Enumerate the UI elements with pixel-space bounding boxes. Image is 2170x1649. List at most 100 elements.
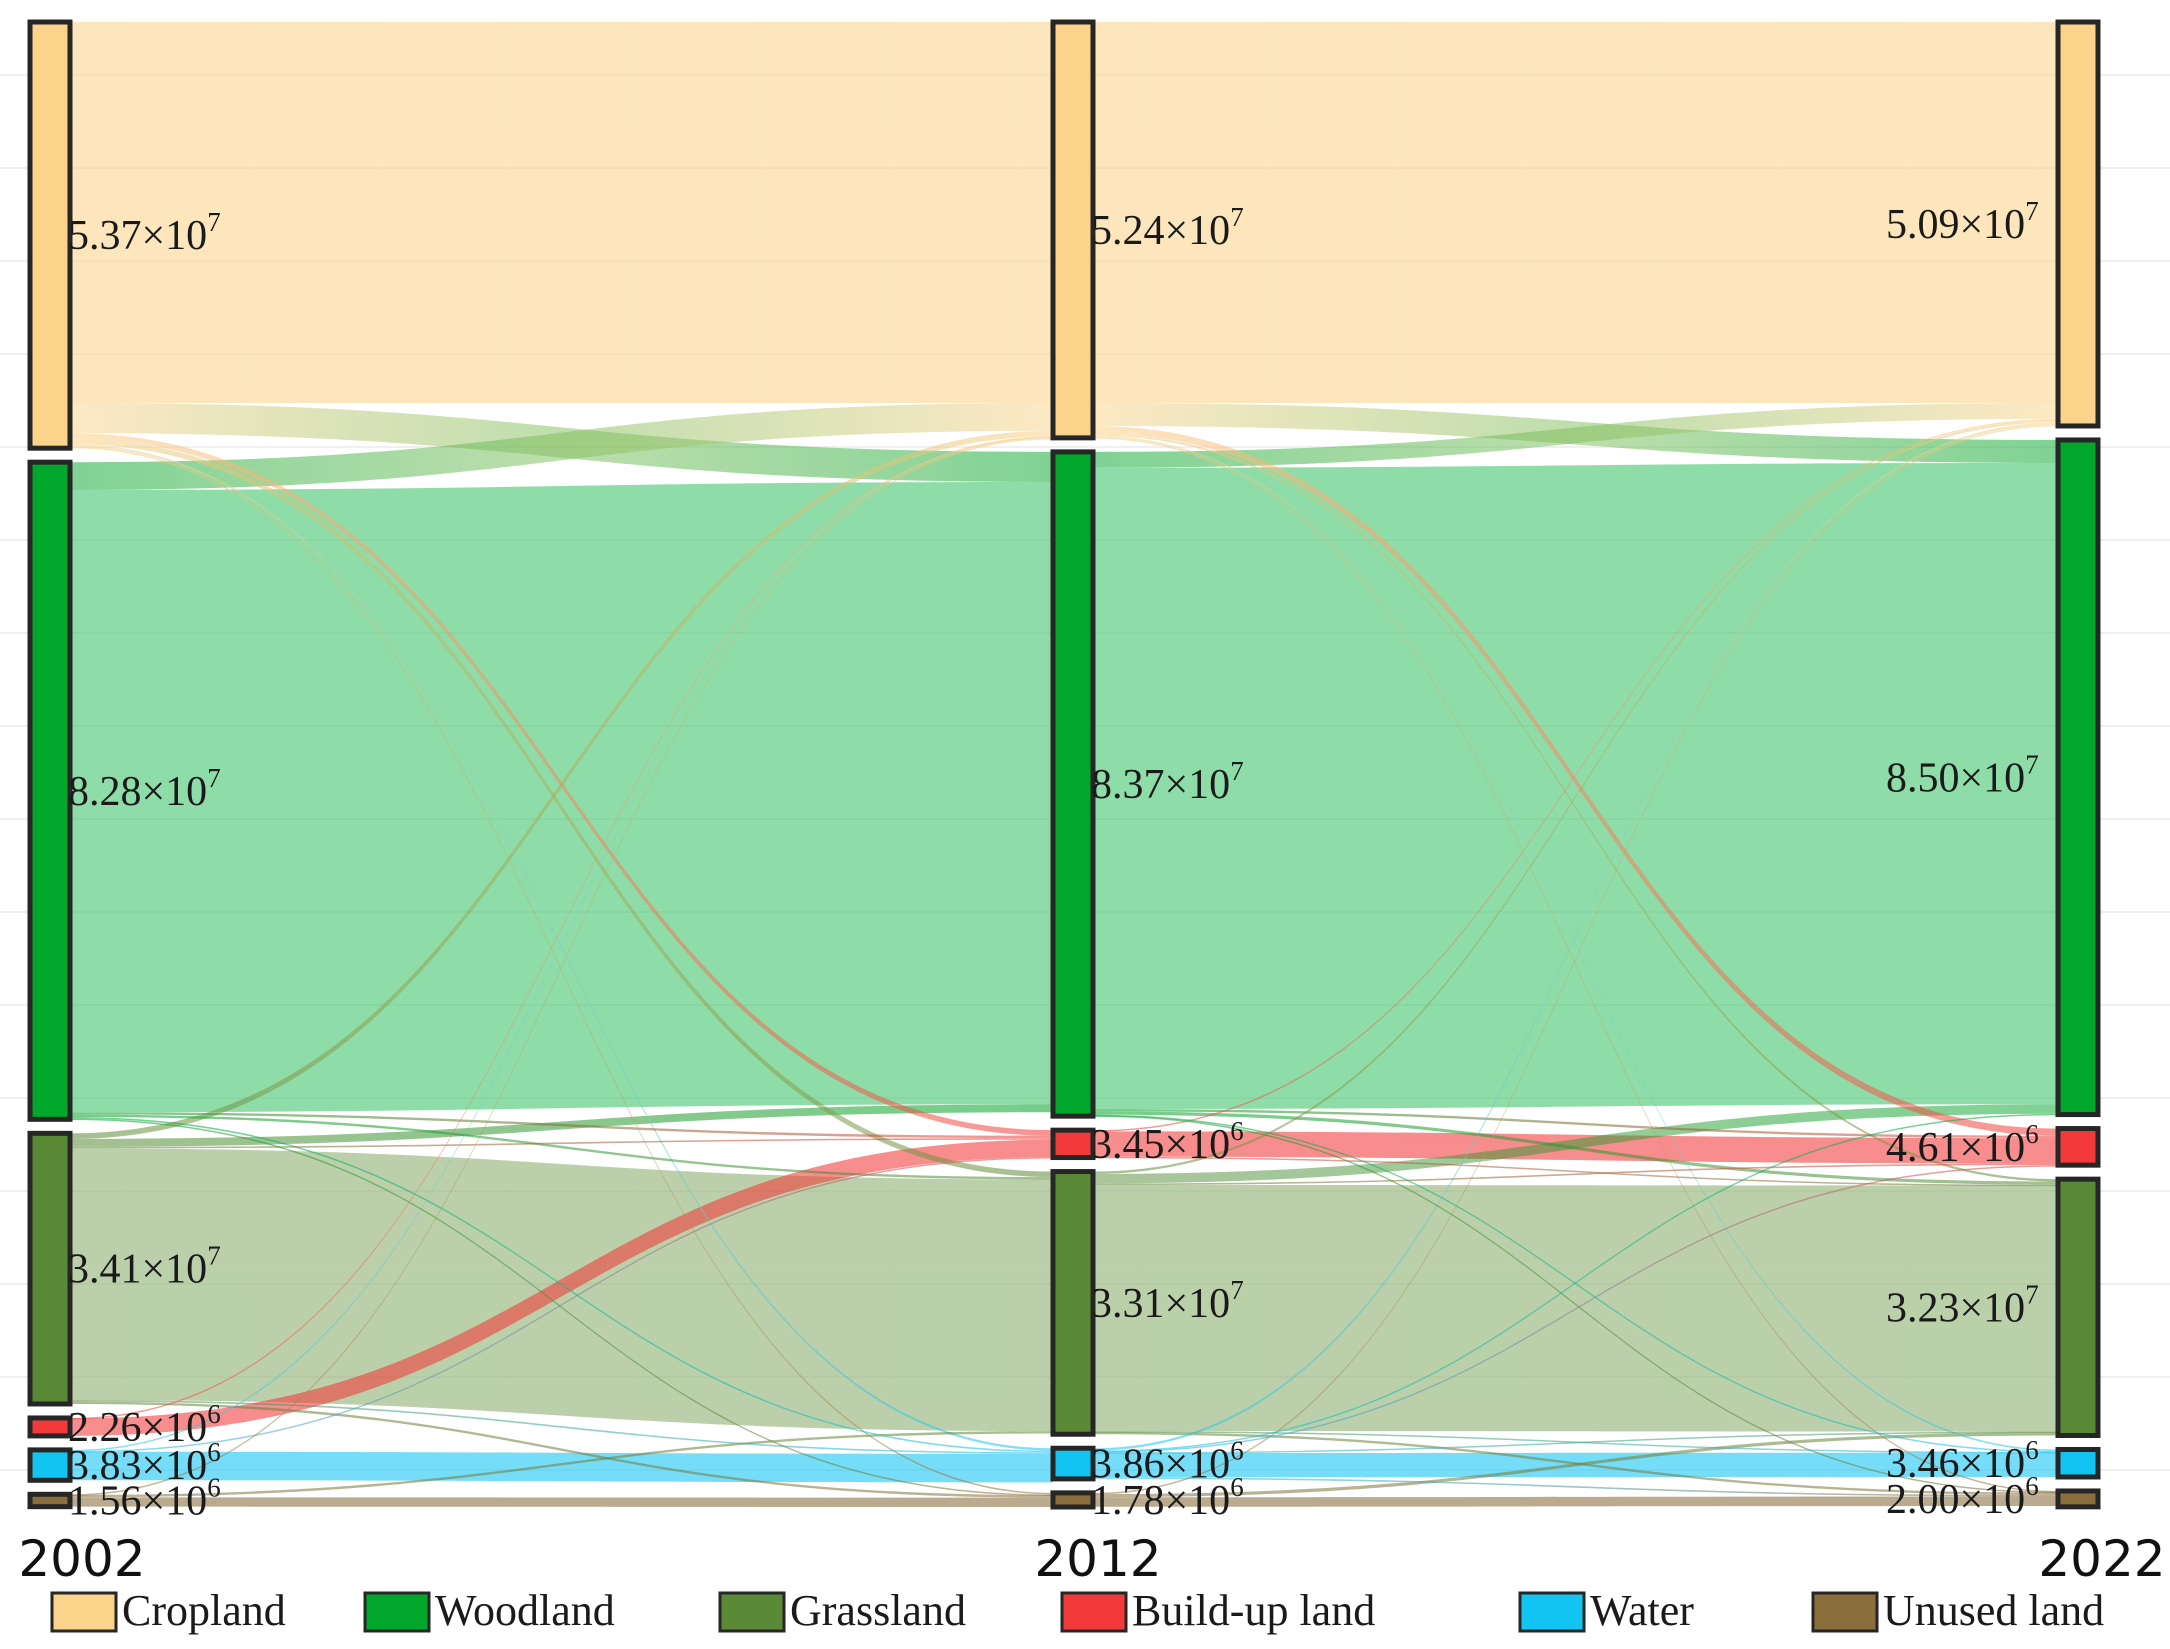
legend: Cropland Woodland Grassland Build-up land Wa… xyxy=(50,1586,2104,1635)
flow-grassland-to-unused-land xyxy=(1093,1431,2058,1495)
node-value-label: 3.45×106 xyxy=(1091,1116,1244,1168)
flow-woodland-to-build-up-land xyxy=(70,1112,1053,1139)
node-2012-grassland xyxy=(1050,1169,1096,1437)
year-label-2022: 2022 xyxy=(2038,1530,2165,1588)
legend-swatch-build-up-land xyxy=(1060,1591,1128,1633)
flow-grassland-to-water xyxy=(70,1400,1053,1454)
node-2022-woodland xyxy=(2055,437,2101,1118)
node-2012-unused-land xyxy=(1050,1490,1096,1510)
node-2022-water xyxy=(2055,1447,2101,1480)
flow-unused-land-to-cropland xyxy=(70,437,1053,1496)
flow-cropland-to-grassland xyxy=(1093,433,2058,1182)
flow-cropland-to-unused-land xyxy=(1093,437,2058,1493)
flow-unused-land-to-grassland xyxy=(1093,1432,2058,1498)
node-2022-cropland xyxy=(2055,19,2101,429)
legend-label-water: Water xyxy=(1590,1586,1694,1635)
node-value-label: 2.00×106 xyxy=(1886,1471,2039,1523)
node-value-label: 3.41×107 xyxy=(68,1241,221,1293)
node-2002-cropland xyxy=(27,19,73,451)
stage-nodes xyxy=(27,19,2101,1510)
flow-grassland-to-build-up-land xyxy=(70,1138,1053,1149)
node-2022-unused-land xyxy=(2055,1488,2101,1510)
year-label-2002: 2002 xyxy=(18,1530,145,1588)
node-2002-grassland xyxy=(27,1130,73,1407)
node-value-label: 3.31×107 xyxy=(1091,1275,1244,1327)
flow-cropland-to-grassland xyxy=(70,438,1053,1178)
flow-cropland-to-cropland xyxy=(70,22,1053,403)
flow-cropland-to-build-up-land xyxy=(1093,425,2058,1136)
node-2002-woodland xyxy=(27,459,73,1122)
node-2002-unused-land xyxy=(27,1491,73,1510)
node-value-label: 3.46×106 xyxy=(1886,1435,2039,1487)
flow-woodland-to-water xyxy=(70,1116,1053,1453)
node-value-label: 3.86×106 xyxy=(1091,1436,1244,1488)
legend-swatch-unused-land xyxy=(1811,1591,1879,1633)
node-value-label: 5.37×107 xyxy=(68,207,221,259)
flow-woodland-to-unused-land xyxy=(70,1118,1053,1496)
node-value-label: 2.26×106 xyxy=(68,1399,221,1451)
legend-label-woodland: Woodland xyxy=(435,1586,615,1635)
node-2012-woodland xyxy=(1050,449,1096,1119)
legend-swatch-grassland xyxy=(718,1591,786,1633)
flow-grassland-to-cropland xyxy=(70,430,1053,1139)
flow-woodland-to-unused-land xyxy=(1093,1115,2058,1494)
flow-woodland-to-cropland xyxy=(70,402,1053,490)
node-value-label: 3.23×107 xyxy=(1886,1279,2039,1331)
flow-unused-land-to-grassland xyxy=(70,1431,1053,1498)
node-value-label: 8.28×107 xyxy=(68,763,221,815)
node-2002-water xyxy=(27,1447,73,1483)
node-2002-build-up-land xyxy=(27,1415,73,1439)
flow-build-up-land-to-grassland xyxy=(1093,1156,2058,1187)
node-2012-water xyxy=(1050,1445,1096,1482)
node-2022-grassland xyxy=(2055,1176,2101,1439)
flow-water-to-water xyxy=(70,1451,1053,1483)
flow-water-to-grassland xyxy=(1093,1431,2058,1454)
flow-unused-land-to-unused-land xyxy=(70,1497,1053,1507)
flow-woodland-to-grassland xyxy=(1093,1111,2058,1185)
node-2012-build-up-land xyxy=(1050,1127,1096,1161)
flow-grassland-to-unused-land xyxy=(70,1401,1053,1498)
legend-swatch-woodland xyxy=(363,1591,431,1633)
flow-water-to-unused-land xyxy=(1093,1477,2058,1497)
node-value-label: 3.83×106 xyxy=(68,1437,221,1489)
node-labels: 5.37×107 8.28×107 3.41×107 2.26×1063.83×106… xyxy=(68,196,2039,1525)
legend-swatch-cropland xyxy=(50,1591,118,1633)
node-2022-build-up-land xyxy=(2055,1126,2101,1168)
flow-build-up-land-to-build-up-land xyxy=(70,1139,1053,1436)
flow-water-to-cropland xyxy=(1093,422,2058,1451)
flow-water-to-build-up-land xyxy=(1093,1165,2058,1453)
flow-woodland-to-woodland xyxy=(1093,462,2058,1110)
flow-cropland-to-water xyxy=(70,444,1053,1451)
flow-bands xyxy=(70,22,2058,1507)
node-value-label: 1.78×106 xyxy=(1091,1472,1244,1524)
legend-label-build-up-land: Build-up land xyxy=(1132,1586,1375,1635)
flow-unused-land-to-cropland xyxy=(1093,424,2058,1495)
year-label-2012: 2012 xyxy=(1034,1530,1161,1588)
flow-water-to-cropland xyxy=(70,436,1053,1452)
node-value-label: 5.24×107 xyxy=(1091,202,1244,254)
node-value-label: 4.61×106 xyxy=(1886,1119,2039,1171)
legend-swatch-water xyxy=(1518,1591,1586,1633)
flow-cropland-to-cropland xyxy=(1093,22,2058,403)
flow-unused-land-to-unused-land xyxy=(1093,1496,2058,1507)
legend-label-grassland: Grassland xyxy=(790,1586,966,1635)
flow-cropland-to-water xyxy=(1093,435,2058,1452)
node-value-label: 5.09×107 xyxy=(1886,196,2039,248)
flow-woodland-to-cropland xyxy=(1093,402,2058,468)
flow-water-to-woodland xyxy=(1093,1113,2058,1453)
node-2012-cropland xyxy=(1050,19,1096,441)
flow-grassland-to-woodland xyxy=(1093,1104,2058,1184)
flow-build-up-land-to-cropland xyxy=(70,436,1053,1420)
year-labels: 2002 2012 2022 xyxy=(18,1530,2165,1588)
flow-water-to-build-up-land xyxy=(70,1157,1053,1453)
node-value-label: 8.37×107 xyxy=(1091,756,1244,808)
legend-label-cropland: Cropland xyxy=(122,1586,286,1635)
flow-grassland-to-cropland xyxy=(1093,420,2058,1174)
flow-woodland-to-woodland xyxy=(70,482,1053,1113)
flow-grassland-to-build-up-land xyxy=(1093,1163,2058,1186)
node-value-label: 1.56×106 xyxy=(68,1472,221,1524)
flow-build-up-land-to-cropland xyxy=(1093,418,2058,1132)
flow-woodland-to-grassland xyxy=(70,1114,1053,1180)
flow-cropland-to-unused-land xyxy=(70,446,1053,1495)
